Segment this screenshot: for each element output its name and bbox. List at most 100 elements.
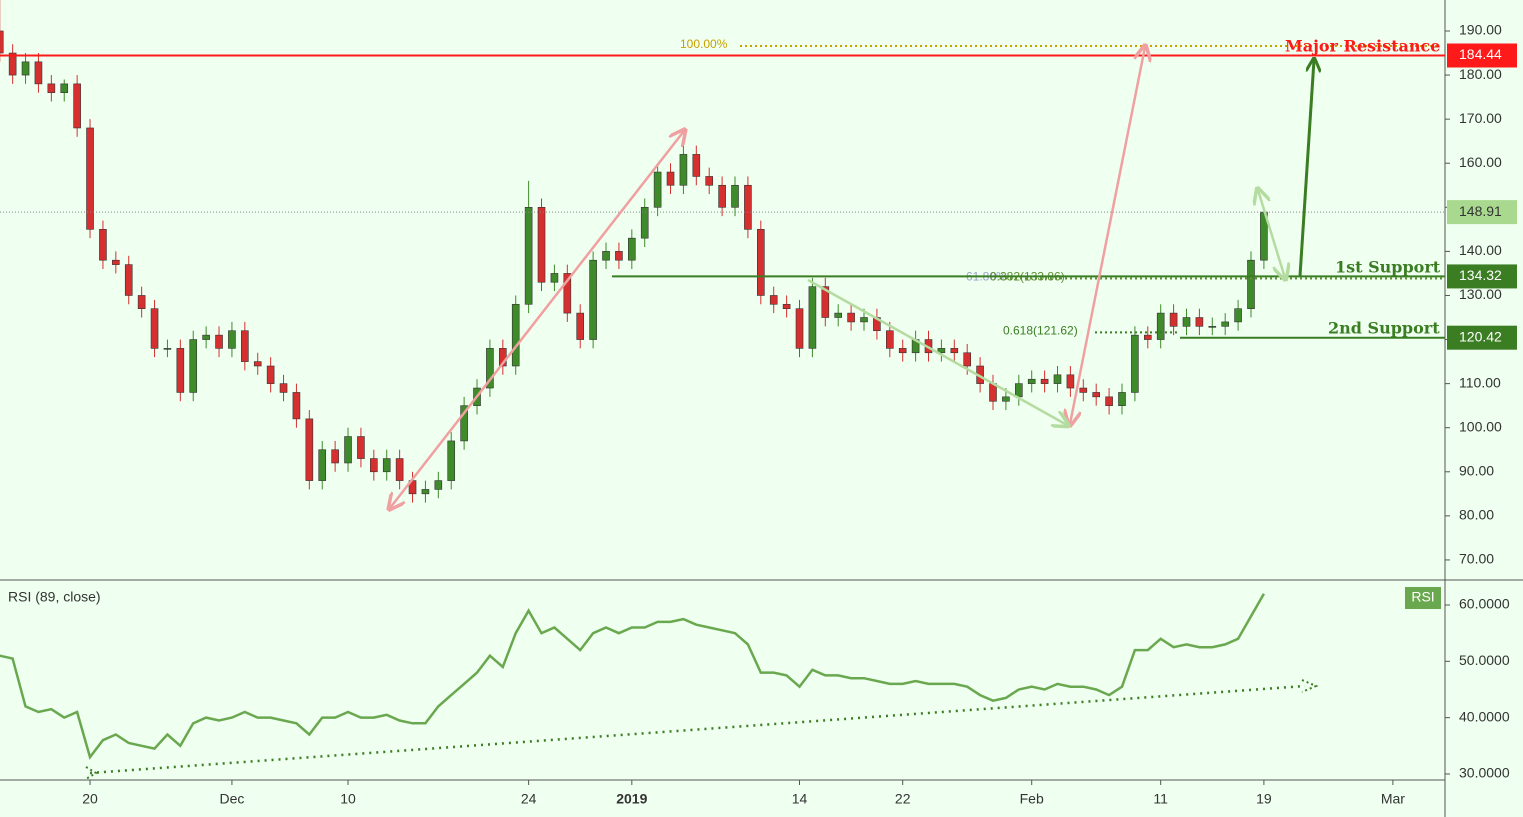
x-tick-label: Feb bbox=[1020, 791, 1044, 807]
candle-body bbox=[1002, 396, 1010, 402]
candle-body bbox=[163, 348, 172, 350]
candle-body bbox=[834, 312, 843, 318]
candle-body bbox=[898, 348, 907, 354]
candle-body bbox=[589, 259, 597, 340]
level-badge-bg bbox=[1447, 325, 1517, 350]
candle-body bbox=[615, 251, 623, 261]
candle-body bbox=[150, 308, 159, 349]
candle-body bbox=[524, 207, 533, 305]
candle-body bbox=[718, 184, 726, 208]
candle-body bbox=[241, 330, 249, 362]
candle-body bbox=[1027, 378, 1036, 384]
y-tick-label: 50.0000 bbox=[1459, 652, 1510, 668]
candle-body bbox=[447, 440, 456, 481]
candle-body bbox=[731, 184, 739, 208]
x-tick-label: 14 bbox=[792, 791, 808, 807]
y-tick-label: 30.0000 bbox=[1459, 765, 1510, 781]
rsi-title: RSI (89, close) bbox=[8, 589, 101, 605]
candle-body bbox=[21, 61, 30, 76]
y-tick-label: 110.00 bbox=[1459, 374, 1501, 390]
candle-body bbox=[576, 312, 585, 340]
candle-body bbox=[305, 418, 314, 481]
candle-body bbox=[1156, 312, 1165, 340]
candle-body bbox=[357, 436, 365, 459]
candle-body bbox=[370, 458, 378, 473]
candle-body bbox=[1195, 317, 1204, 327]
candle-body bbox=[421, 489, 430, 495]
x-tick-label: 24 bbox=[521, 791, 537, 807]
candle-body bbox=[963, 352, 972, 367]
candle-body bbox=[782, 303, 791, 309]
candle-body bbox=[1092, 392, 1100, 398]
candle-body bbox=[679, 154, 688, 186]
candle-body bbox=[1131, 334, 1139, 393]
candle-body bbox=[1066, 374, 1075, 389]
candle-body bbox=[705, 176, 714, 186]
candle-body bbox=[279, 383, 288, 393]
candle-body bbox=[692, 154, 701, 177]
y-tick-label: 140.00 bbox=[1459, 242, 1502, 258]
candle-body bbox=[344, 436, 352, 464]
y-tick-label: 180.00 bbox=[1459, 66, 1502, 82]
level-label: 2nd Support bbox=[1328, 319, 1440, 338]
last-price-badge-bg bbox=[1447, 200, 1517, 225]
y-tick-label: 160.00 bbox=[1459, 154, 1502, 170]
drawings bbox=[85, 47, 1316, 780]
y-tick-label: 70.00 bbox=[1459, 551, 1494, 567]
candle-body bbox=[808, 286, 817, 349]
candle-body bbox=[628, 237, 636, 261]
arrow bbox=[1258, 190, 1285, 278]
y-tick-label: 170.00 bbox=[1459, 110, 1502, 126]
arrow bbox=[807, 278, 1067, 425]
y-tick-label: 90.00 bbox=[1459, 462, 1494, 478]
y-tick-label: 80.00 bbox=[1459, 507, 1494, 523]
candle-body bbox=[202, 334, 210, 340]
y-tick-label: 40.0000 bbox=[1459, 708, 1510, 724]
candle-body bbox=[886, 330, 894, 349]
level-badge: 120.42 bbox=[1459, 328, 1502, 344]
candle-body bbox=[821, 286, 830, 318]
arrow bbox=[1070, 47, 1145, 424]
level-badge: 134.32 bbox=[1459, 267, 1502, 283]
level-badge-bg bbox=[1447, 43, 1517, 68]
candle-body bbox=[176, 348, 185, 393]
candle-body bbox=[847, 312, 855, 323]
candle-body bbox=[1079, 387, 1088, 393]
candle-body bbox=[1169, 312, 1178, 327]
candle-body bbox=[228, 330, 236, 349]
candle-body bbox=[1118, 392, 1126, 406]
candle-body bbox=[434, 480, 443, 490]
candle-body bbox=[1040, 378, 1049, 384]
candle-body bbox=[0, 30, 4, 54]
candle-body bbox=[8, 52, 17, 76]
candle-body bbox=[744, 184, 752, 230]
candle-body bbox=[1015, 383, 1023, 398]
arrow bbox=[1298, 60, 1314, 277]
y-tick-label: 130.00 bbox=[1459, 286, 1502, 302]
candle-body bbox=[112, 259, 120, 265]
rsi-trendline bbox=[89, 684, 1306, 775]
candle-body bbox=[331, 449, 339, 464]
candle-body bbox=[318, 449, 327, 481]
candle-body bbox=[666, 171, 675, 186]
level-label: Major Resistance bbox=[1285, 37, 1440, 56]
candle-body bbox=[382, 458, 391, 473]
candle-body bbox=[1247, 259, 1255, 309]
candle-body bbox=[1143, 334, 1152, 340]
candle-body bbox=[1221, 321, 1229, 327]
x-tick-label: 11 bbox=[1153, 791, 1168, 807]
arrow-head bbox=[85, 766, 98, 780]
candle-body bbox=[653, 171, 662, 208]
candle-body bbox=[757, 229, 765, 296]
candle-body bbox=[253, 361, 262, 367]
candle-body bbox=[60, 83, 69, 93]
candle-body bbox=[537, 207, 546, 283]
candle-body bbox=[292, 392, 301, 420]
candle-body bbox=[860, 317, 868, 323]
candle-body bbox=[215, 334, 223, 349]
candle-body bbox=[34, 61, 43, 85]
x-tick-label: 22 bbox=[895, 791, 911, 807]
fib-label: 0.618(121.62) bbox=[1003, 324, 1078, 338]
candle-body bbox=[950, 348, 959, 354]
candle-body bbox=[47, 83, 56, 93]
